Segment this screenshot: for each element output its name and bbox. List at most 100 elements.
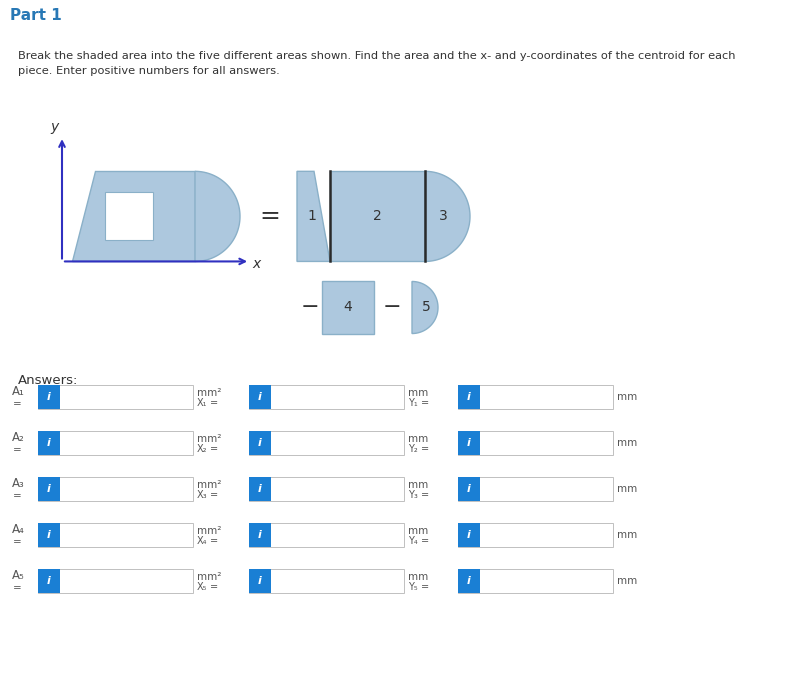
Bar xyxy=(249,569,404,593)
Bar xyxy=(330,172,425,262)
Text: i: i xyxy=(467,392,471,401)
Text: i: i xyxy=(467,530,471,540)
Bar xyxy=(249,477,404,501)
Text: i: i xyxy=(47,576,51,586)
Text: =: = xyxy=(421,536,429,546)
Bar xyxy=(38,569,193,593)
Text: X₁: X₁ xyxy=(197,398,208,408)
Text: mm²: mm² xyxy=(197,526,221,536)
Text: Answers:: Answers: xyxy=(18,374,78,387)
Text: =: = xyxy=(259,204,280,228)
Bar xyxy=(38,477,60,501)
Text: =: = xyxy=(13,445,21,455)
Text: 1: 1 xyxy=(307,210,317,224)
Bar xyxy=(458,430,480,455)
Text: 5: 5 xyxy=(422,300,431,314)
Bar xyxy=(249,522,404,547)
Text: A₃: A₃ xyxy=(12,477,25,490)
Text: mm²: mm² xyxy=(197,434,221,444)
Text: mm: mm xyxy=(617,530,638,540)
Text: i: i xyxy=(47,437,51,448)
Text: y: y xyxy=(50,120,58,134)
Text: i: i xyxy=(47,392,51,401)
Text: =: = xyxy=(210,398,218,408)
Bar xyxy=(458,385,613,409)
Text: =: = xyxy=(210,490,218,500)
Text: −: − xyxy=(301,298,319,318)
Text: i: i xyxy=(467,576,471,586)
Text: i: i xyxy=(467,437,471,448)
Text: =: = xyxy=(13,537,21,547)
Bar xyxy=(458,569,480,593)
Bar xyxy=(249,430,404,455)
Text: i: i xyxy=(258,484,262,493)
Text: 2: 2 xyxy=(373,210,382,224)
Text: =: = xyxy=(13,399,21,408)
Text: −: − xyxy=(383,298,401,318)
Bar xyxy=(458,477,613,501)
Bar xyxy=(249,477,271,501)
Bar xyxy=(38,522,60,547)
Bar xyxy=(458,522,480,547)
Bar xyxy=(249,385,271,409)
Bar xyxy=(249,522,271,547)
Bar xyxy=(38,385,60,409)
Text: A₄: A₄ xyxy=(12,523,25,536)
Text: i: i xyxy=(467,484,471,493)
Text: X₃: X₃ xyxy=(197,490,208,500)
Text: A₅: A₅ xyxy=(12,570,25,583)
Text: =: = xyxy=(210,582,218,592)
Polygon shape xyxy=(425,172,470,262)
Text: mm: mm xyxy=(408,526,428,536)
Text: mm: mm xyxy=(617,392,638,401)
Bar xyxy=(38,385,193,409)
Text: A₁: A₁ xyxy=(12,385,25,398)
Bar xyxy=(458,569,613,593)
Text: mm: mm xyxy=(617,576,638,586)
Bar xyxy=(458,477,480,501)
Text: =: = xyxy=(210,444,218,454)
Text: i: i xyxy=(258,392,262,401)
Text: i: i xyxy=(47,530,51,540)
Text: 4: 4 xyxy=(344,300,353,314)
Text: =: = xyxy=(421,444,429,454)
Bar xyxy=(322,282,374,334)
Text: X₄: X₄ xyxy=(197,536,208,546)
Polygon shape xyxy=(412,282,438,334)
Text: i: i xyxy=(47,484,51,493)
Text: Y₂: Y₂ xyxy=(408,444,418,454)
Bar xyxy=(38,430,193,455)
Bar xyxy=(38,477,193,501)
Bar xyxy=(249,385,404,409)
Text: mm: mm xyxy=(617,437,638,448)
Text: mm²: mm² xyxy=(197,388,221,398)
Text: =: = xyxy=(421,490,429,500)
Text: i: i xyxy=(258,530,262,540)
Text: =: = xyxy=(13,583,21,593)
Text: X₅: X₅ xyxy=(197,582,208,592)
Bar xyxy=(458,430,613,455)
Text: mm: mm xyxy=(408,434,428,444)
Text: mm: mm xyxy=(408,572,428,582)
Text: mm: mm xyxy=(408,388,428,398)
Text: A₂: A₂ xyxy=(12,431,25,444)
Text: =: = xyxy=(13,491,21,501)
Text: x: x xyxy=(252,257,260,271)
Text: =: = xyxy=(421,398,429,408)
Bar xyxy=(458,385,480,409)
Text: piece. Enter positive numbers for all answers.: piece. Enter positive numbers for all an… xyxy=(18,66,279,76)
Text: Break the shaded area into the five different areas shown. Find the area and the: Break the shaded area into the five diff… xyxy=(18,51,736,61)
Text: mm²: mm² xyxy=(197,572,221,582)
Text: Part 1: Part 1 xyxy=(10,8,61,23)
Text: mm²: mm² xyxy=(197,480,221,490)
Bar xyxy=(38,522,193,547)
Text: =: = xyxy=(210,536,218,546)
Polygon shape xyxy=(297,172,330,262)
Text: 3: 3 xyxy=(439,210,447,224)
Text: Y₁: Y₁ xyxy=(408,398,418,408)
Text: mm: mm xyxy=(408,480,428,490)
Text: Y₄: Y₄ xyxy=(408,536,418,546)
Polygon shape xyxy=(195,172,240,262)
Text: Y₅: Y₅ xyxy=(408,582,418,592)
Text: Y₃: Y₃ xyxy=(408,490,418,500)
